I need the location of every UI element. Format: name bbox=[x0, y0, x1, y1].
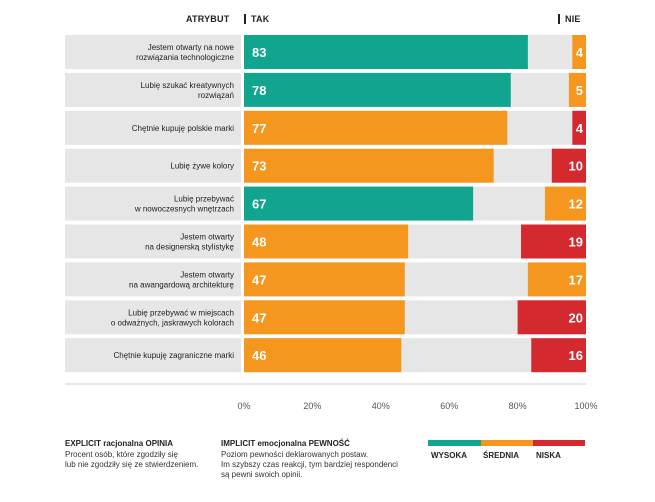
tak-bar bbox=[244, 338, 402, 373]
category-label: Jestem otwarty na nowe rozwiązania techno… bbox=[136, 43, 234, 62]
implicit-text-2: Im szybszy czas reakcji, tym bardziej re… bbox=[221, 460, 398, 469]
implicit-text-3: są pewni swoich opinii. bbox=[221, 470, 303, 479]
tak-value-label: 78 bbox=[252, 83, 266, 98]
category-label-box bbox=[65, 224, 241, 259]
category-label: Lubię żywe kolory bbox=[170, 162, 234, 171]
nie-value-label: 10 bbox=[569, 159, 583, 174]
implicit-title: IMPLICIT emocjonalna PEWNOŚĆ bbox=[221, 439, 350, 448]
tak-bar bbox=[244, 262, 405, 297]
category-label: Chętnie kupuję polskie marki bbox=[132, 124, 234, 133]
category-label-box bbox=[65, 35, 241, 69]
nie-bar bbox=[568, 72, 586, 107]
attribute-column-header: ATRYBUT bbox=[186, 14, 230, 24]
tak-value-label: 47 bbox=[252, 272, 266, 287]
nie-value-label: 5 bbox=[576, 83, 583, 98]
nie-bar bbox=[517, 300, 586, 335]
nie-value-label: 4 bbox=[576, 45, 584, 60]
category-label: Jestem otwarty na designerską stylistykę bbox=[145, 233, 234, 252]
nie-bar bbox=[572, 110, 586, 145]
category-label-box bbox=[65, 338, 241, 373]
nie-bar bbox=[551, 148, 586, 183]
tak-value-label: 73 bbox=[252, 159, 266, 174]
no-column-header: NIE bbox=[565, 14, 581, 24]
tak-value-label: 46 bbox=[252, 348, 266, 363]
tak-bar bbox=[244, 148, 494, 183]
explicit-text-2: lub nie zgodziły się ze stwierdzeniem. bbox=[65, 460, 199, 469]
legend-medium-label: ŚREDNIA bbox=[483, 451, 520, 460]
tak-bar bbox=[244, 224, 409, 259]
nie-value-label: 17 bbox=[569, 272, 583, 287]
category-label-box bbox=[65, 262, 241, 297]
nie-value-label: 4 bbox=[576, 121, 584, 136]
nie-value-label: 20 bbox=[569, 310, 583, 325]
no-header-marker bbox=[558, 14, 560, 24]
tak-bar bbox=[244, 186, 474, 221]
category-label: Jestem otwarty na awangardową architektur… bbox=[129, 270, 235, 289]
tak-value-label: 77 bbox=[252, 121, 266, 136]
nie-bar bbox=[572, 35, 586, 69]
x-tick-label: 80% bbox=[509, 401, 527, 411]
tak-value-label: 48 bbox=[252, 235, 266, 250]
legend-high-swatch bbox=[428, 440, 481, 446]
nie-bar bbox=[531, 338, 586, 373]
tak-bar bbox=[244, 35, 528, 69]
nie-value-label: 16 bbox=[569, 348, 583, 363]
category-label-box bbox=[65, 110, 241, 145]
legend-medium-swatch bbox=[481, 440, 533, 446]
yes-header-marker bbox=[244, 14, 246, 24]
nie-bar bbox=[527, 262, 586, 297]
tak-bar bbox=[244, 110, 508, 145]
tak-value-label: 67 bbox=[252, 197, 266, 212]
x-tick-label: 20% bbox=[303, 401, 321, 411]
category-label-box bbox=[65, 186, 241, 221]
category-label: Chętnie kupuję zagraniczne marki bbox=[113, 351, 234, 360]
nie-bar bbox=[521, 224, 586, 259]
category-label: Lubię przebywać w miejscach o odważnych, … bbox=[111, 308, 234, 327]
x-tick-label: 100% bbox=[574, 401, 597, 411]
category-label: Lubię szukać kreatywnych rozwiązań bbox=[141, 81, 234, 100]
legend-low-swatch bbox=[533, 440, 585, 446]
explicit-title: EXPLICIT racjonalna OPINIA bbox=[65, 439, 174, 448]
tak-bar bbox=[244, 300, 405, 335]
nie-value-label: 12 bbox=[569, 197, 583, 212]
nie-value-label: 19 bbox=[569, 235, 583, 250]
x-tick-label: 60% bbox=[440, 401, 458, 411]
implicit-text-1: Poziom pewności deklarowanych postaw. bbox=[221, 450, 369, 459]
category-label-box bbox=[65, 148, 241, 183]
category-label-box bbox=[65, 72, 241, 107]
legend-high-label: WYSOKA bbox=[431, 451, 467, 460]
attitude-bar-chart: Jestem otwarty na nowe rozwiązania techno… bbox=[65, 35, 598, 411]
explicit-text-1: Procent osób, które zgodziły się bbox=[65, 450, 178, 459]
yes-column-header: TAK bbox=[251, 14, 270, 24]
x-tick-label: 0% bbox=[237, 401, 250, 411]
tak-value-label: 47 bbox=[252, 310, 266, 325]
category-label: Lubię przebywać w nowoczesnych wnętrzach bbox=[134, 195, 234, 214]
category-label-box bbox=[65, 300, 241, 335]
legend-low-label: NISKA bbox=[536, 451, 561, 460]
tak-value-label: 83 bbox=[252, 45, 266, 60]
tak-bar bbox=[244, 72, 511, 107]
nie-bar bbox=[544, 186, 586, 221]
x-tick-label: 40% bbox=[372, 401, 390, 411]
